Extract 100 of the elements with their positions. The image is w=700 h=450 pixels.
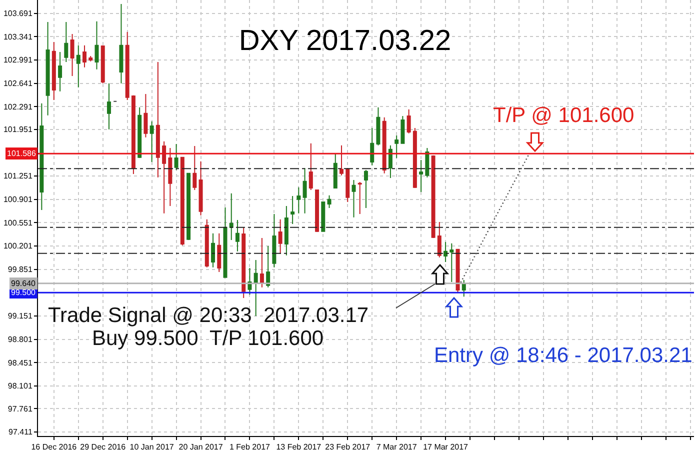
candlestick	[211, 232, 216, 268]
candlestick	[340, 144, 344, 176]
x-tick-label: 29 Dec 2016	[80, 442, 126, 450]
candlestick	[431, 154, 436, 238]
candlestick	[162, 140, 166, 214]
candlestick	[131, 94, 136, 174]
x-tick-label: 13 Feb 2017	[276, 442, 322, 450]
candlestick	[119, 4, 124, 84]
x-tick-label: 10 Jan 2017	[130, 442, 174, 450]
candlestick	[229, 192, 234, 240]
y-tick-label: 100.551	[3, 218, 33, 228]
candlestick	[376, 106, 380, 146]
candlestick	[58, 52, 62, 92]
candlestick	[40, 102, 44, 210]
candlestick	[217, 232, 222, 272]
text: T/P @ 101.600	[493, 104, 634, 127]
x-tick-label: 20 Jan 2017	[178, 442, 224, 450]
annotation: Entry @ 18:46 - 2017.03.21	[434, 344, 692, 367]
candlestick	[106, 82, 111, 130]
candlestick	[192, 146, 197, 190]
candlestick	[138, 106, 142, 158]
candlestick	[186, 172, 191, 240]
candlestick	[156, 62, 160, 178]
y-tick-label: 103.691	[3, 9, 33, 18]
text: DXY 2017.03.22	[238, 25, 452, 58]
candlestick	[76, 44, 80, 88]
y-tick-label: 97.761	[8, 404, 33, 414]
candlestick	[352, 180, 356, 218]
candlestick	[198, 160, 203, 216]
candlestick	[321, 202, 326, 232]
candlestick	[400, 116, 405, 144]
candlestick	[419, 160, 424, 192]
candlestick	[70, 34, 74, 76]
candlestick	[100, 44, 105, 84]
candlestick	[394, 134, 399, 158]
y-tick-label: 97.411	[8, 428, 33, 437]
ref-line-label: 101.586	[7, 149, 36, 158]
candlestick	[248, 268, 252, 296]
candlestick	[180, 156, 184, 246]
candlestick	[278, 218, 282, 254]
candlestick	[333, 152, 338, 188]
candlestick	[46, 22, 50, 116]
candlestick	[370, 128, 374, 166]
x-tick-label: 23 Feb 2017	[325, 442, 371, 450]
candlestick	[296, 186, 301, 214]
candlestick	[266, 246, 270, 288]
candlestick	[88, 56, 93, 62]
ref-line-label: 99.640	[11, 279, 36, 288]
y-tick-label: 103.341	[3, 32, 33, 42]
y-tick-label: 98.101	[8, 382, 33, 391]
y-tick-label: 101.951	[3, 125, 33, 134]
candlestick	[358, 182, 362, 214]
candlestick	[406, 108, 411, 134]
y-tick-label: 98.451	[8, 358, 33, 368]
candlestick	[235, 220, 240, 252]
candlestick	[144, 94, 148, 138]
candlestick	[168, 148, 172, 206]
candlestick	[254, 260, 258, 316]
candlestick	[412, 128, 417, 188]
candlestick	[425, 148, 430, 178]
candlestick	[388, 144, 392, 178]
candlestick	[456, 248, 460, 294]
y-tick-label: 99.851	[8, 265, 33, 274]
candlestick	[174, 144, 178, 170]
candlestick	[346, 168, 350, 202]
candlestick	[204, 218, 209, 268]
y-tick-label: 98.801	[8, 335, 33, 344]
candlestick	[242, 226, 246, 298]
candlestick	[364, 170, 368, 208]
candlestick	[450, 242, 454, 282]
candlestick	[125, 32, 130, 100]
annotation: Trade Signal @ 20:33 2017.03.17	[48, 304, 369, 327]
candlestick	[444, 242, 448, 262]
candlestick	[327, 194, 332, 208]
x-tick-label: 7 Mar 2017	[376, 442, 418, 450]
candlestick	[308, 142, 313, 190]
candlestick	[284, 206, 288, 256]
candlestick	[290, 196, 295, 224]
y-tick-label: 100.901	[3, 195, 33, 204]
x-tick-label: 1 Feb 2017	[229, 442, 271, 450]
candlestick	[64, 22, 68, 62]
x-tick-label: 16 Dec 2016	[31, 442, 78, 450]
annotation: Buy 99.500 T/P 101.600	[92, 327, 324, 350]
y-tick-label: 102.991	[3, 56, 33, 65]
y-tick-label: 102.641	[3, 79, 33, 88]
candlestick	[272, 214, 276, 268]
y-tick-label: 99.151	[8, 312, 33, 321]
candlestick	[82, 44, 86, 68]
candlestick	[302, 168, 307, 214]
candlestick	[382, 116, 386, 174]
x-tick-label: 17 Mar 2017	[423, 442, 469, 450]
candlestick	[94, 20, 99, 70]
y-tick-label: 102.291	[3, 102, 33, 112]
candlestick	[150, 120, 154, 162]
candlestick	[437, 222, 442, 258]
candlestick	[462, 280, 466, 298]
candlestick	[260, 238, 264, 288]
y-tick-label: 100.201	[3, 242, 33, 251]
candlestick	[52, 42, 56, 100]
y-tick-label: 101.251	[3, 172, 33, 181]
